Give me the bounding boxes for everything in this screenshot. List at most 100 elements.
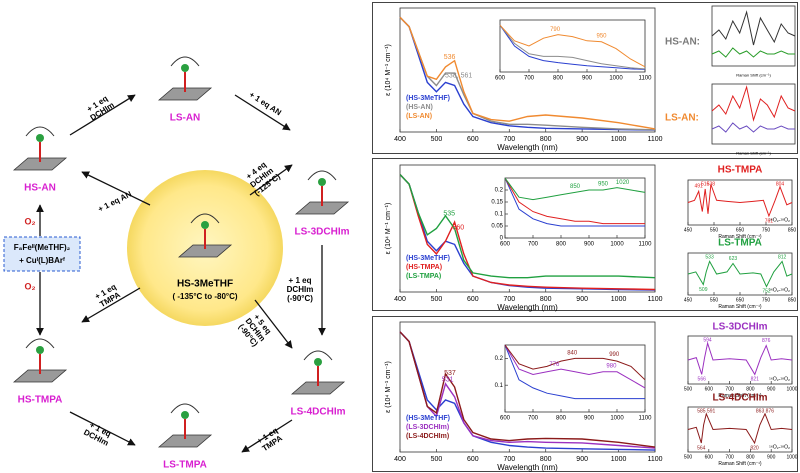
note: ¹⁶O₂-¹⁸O₂ — [769, 444, 790, 450]
x-tick-label: 900 — [767, 386, 776, 392]
x-tick-label: 750 — [762, 227, 771, 233]
x-axis-label: Raman Shift (cm⁻¹) — [718, 304, 762, 310]
arrow — [234, 94, 291, 131]
x-axis-label: Wavelength (nm) — [497, 463, 558, 472]
complex-icon — [157, 56, 213, 101]
series-line — [711, 47, 795, 58]
series-line — [504, 177, 646, 201]
series-line — [499, 24, 646, 70]
peak-label: 1020 — [616, 180, 630, 186]
x-tick-label: 700 — [725, 386, 734, 392]
x-tick-label: 700 — [524, 76, 535, 82]
x-tick-label: 800 — [540, 296, 552, 303]
x-tick-label: 800 — [556, 242, 567, 248]
x-tick-label: 700 — [503, 136, 515, 143]
x-tick-label: 850 — [788, 227, 797, 233]
reagent-label: (-90°C) — [287, 294, 313, 303]
x-tick-label: 1100 — [647, 296, 662, 303]
peak-label: 564 — [697, 445, 706, 451]
series-line — [399, 16, 656, 131]
species-label: LS-AN — [170, 113, 201, 124]
ligand — [307, 170, 337, 181]
peak-label: 594 — [703, 337, 712, 343]
panel-title: LS-4DCHIm — [712, 393, 767, 404]
x-tick-label: 1000 — [786, 386, 797, 392]
start-box — [3, 236, 81, 272]
series-line — [504, 177, 645, 225]
center-label: HS-3MeTHF — [177, 279, 233, 290]
x-axis-label: Raman Shift (cm⁻¹) — [718, 234, 762, 240]
y-axis-label: ε (10⁴ M⁻¹ cm⁻¹) — [385, 203, 392, 255]
x-tick-label: 450 — [684, 297, 693, 303]
series-line — [399, 16, 656, 130]
x-tick-label: 900 — [576, 456, 588, 463]
peak-label: 566 — [698, 377, 707, 383]
x-tick-label: 900 — [584, 242, 595, 248]
copper — [181, 411, 189, 419]
series-line — [399, 331, 656, 448]
x-tick-label: 600 — [500, 242, 511, 248]
legend-entry: (LS-TMPA) — [406, 273, 441, 280]
series-line — [711, 10, 796, 46]
y-axis-label: ε (10⁴ M⁻¹ cm⁻¹) — [385, 44, 392, 96]
x-tick-label: 800 — [553, 76, 564, 82]
peak-label: 821 — [751, 377, 760, 383]
x-tick-label: 600 — [467, 456, 479, 463]
arrow — [69, 411, 136, 446]
peak-label: 535 — [443, 211, 455, 218]
x-tick-label: 700 — [725, 454, 734, 460]
ligand — [25, 126, 55, 137]
panel-title: HS-TMPA — [718, 165, 763, 176]
peak-label: 536 — [444, 54, 456, 61]
ligand — [170, 403, 200, 414]
x-axis-label: Raman Shift (cm⁻¹) — [718, 393, 762, 399]
peak-label: 533 — [705, 254, 714, 260]
x-axis-label: Raman Shift (cm⁻¹) — [736, 72, 771, 77]
series-line — [399, 174, 656, 291]
x-tick-label: 500 — [684, 386, 693, 392]
peak-label: 537 — [444, 370, 456, 377]
x-tick-label: 1000 — [786, 454, 797, 460]
species-label: HS-AN — [24, 183, 56, 194]
x-tick-label: 900 — [582, 76, 593, 82]
series-line — [499, 24, 646, 68]
x-tick-label: 800 — [540, 456, 552, 463]
panel-frame — [372, 158, 798, 311]
porphyrin — [12, 369, 68, 383]
legend-entry: (LS-3DCHIm) — [406, 424, 449, 431]
species-label: LS-TMPA — [163, 460, 207, 471]
peak-label: 531 — [442, 377, 454, 384]
plot-frame — [711, 83, 796, 145]
x-tick-label: 500 — [431, 136, 443, 143]
series-line — [504, 344, 646, 389]
peak-label: 876 — [762, 338, 771, 344]
panel-title: LS-AN: — [665, 113, 699, 124]
complex-icon — [290, 350, 346, 395]
x-tick-label: 600 — [705, 386, 714, 392]
y-tick-label: 0.15 — [491, 200, 503, 206]
center-conditions: ( -135°C to -80°C) — [172, 292, 237, 301]
x-tick-label: 700 — [503, 296, 515, 303]
peak-label: 538, 561 — [445, 72, 472, 79]
porphyrin — [157, 434, 213, 448]
y-tick-label: 0.1 — [495, 383, 504, 389]
series-line — [499, 24, 646, 70]
oxidant: O₂ — [25, 281, 36, 291]
peak-label: 812 — [778, 254, 787, 260]
legend-entry: (HS-AN) — [406, 104, 433, 111]
x-tick-label: 600 — [500, 416, 511, 422]
arrows — [36, 94, 326, 453]
x-tick-label: 800 — [746, 454, 755, 460]
series-line — [687, 341, 793, 376]
peak-label: 840 — [567, 351, 578, 357]
x-tick-label: 700 — [503, 456, 515, 463]
x-tick-label: 500 — [684, 454, 693, 460]
x-tick-label: 1100 — [647, 456, 662, 463]
x-tick-label: 1000 — [611, 136, 627, 143]
species-label: HS-TMPA — [18, 395, 63, 406]
peak-label: 538 — [707, 181, 716, 187]
y-tick-label: 0.05 — [491, 224, 503, 230]
legend-entry: (HS-TMPA) — [406, 264, 442, 271]
note: ¹⁶O₂-¹⁸O₂ — [769, 217, 790, 223]
